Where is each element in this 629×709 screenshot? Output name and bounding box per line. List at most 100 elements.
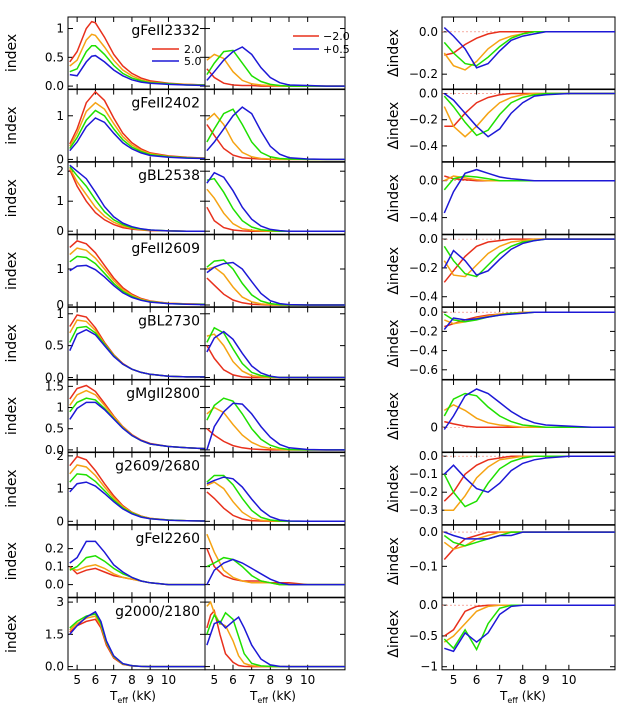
series-line-red xyxy=(69,566,205,586)
index-name: gFeII2609 xyxy=(131,241,200,257)
y-tick-label: 0.0 xyxy=(419,525,438,539)
y-axis-label: index xyxy=(4,324,20,362)
series-line-red xyxy=(206,491,345,523)
y-tick-label: −0.4 xyxy=(409,139,438,153)
series-line-orange xyxy=(206,112,345,161)
y-tick-label: 1.5 xyxy=(45,627,64,641)
series-line-blue xyxy=(443,92,615,138)
series-line-green xyxy=(443,392,615,429)
series-line-blue xyxy=(443,27,615,69)
y-tick-label: 0 xyxy=(56,514,64,528)
logg-panel: 0.0 0.5 1 gBL2730 xyxy=(45,307,206,384)
y-axis-label: index xyxy=(4,542,20,580)
index-name: gBL2538 xyxy=(138,168,200,184)
row-2: 0 1 gFeII2402 index 0.0 −0.2 −0.4 Δindex xyxy=(4,87,616,166)
feh-panel-frame xyxy=(204,452,346,526)
series-line-green xyxy=(206,611,345,668)
series-line-blue xyxy=(444,604,615,653)
y-axis-label: index xyxy=(4,34,20,72)
y-tick-label: −0.1 xyxy=(409,467,438,481)
logg-panel: 0.0 0.1 0.2 gFeI2260 xyxy=(45,524,206,598)
y-tick-label: 0.0 xyxy=(45,370,64,384)
y-tick-label: 0.2 xyxy=(45,542,64,556)
series-line-red xyxy=(443,604,615,637)
series-line-blue xyxy=(206,476,345,523)
feh-panel xyxy=(204,524,346,598)
x-tick-label: 10 xyxy=(300,673,315,687)
index-name: gFeII2402 xyxy=(131,96,200,112)
y-tick-label: 0 xyxy=(430,420,438,434)
delta-panel: 0.0 −0.1 −0.2 −0.3 xyxy=(409,449,616,526)
series-line-orange xyxy=(443,403,615,429)
series-line-red xyxy=(443,238,615,283)
feh-panel-frame xyxy=(204,161,346,235)
series-line-red xyxy=(206,345,345,379)
y-tick-label: 0 xyxy=(56,224,64,238)
delta-y-axis-label: Δindex xyxy=(386,174,402,222)
x-tick-label: 6 xyxy=(473,673,481,687)
legend-label-plus-0-5: +0.5 xyxy=(323,43,350,56)
y-axis-label: index xyxy=(4,106,20,144)
y-tick-label: 0.5 xyxy=(45,339,64,353)
y-tick-label: 0.0 xyxy=(419,174,438,188)
delta-panel-frame xyxy=(441,161,616,235)
delta-panel-frame xyxy=(441,524,616,598)
feh-panel xyxy=(204,234,346,308)
row-5: 0.0 0.5 1 gBL2730 index 0.0 −0.2 −0.4 −0.6 Δindex xyxy=(4,305,616,384)
series-line-orange xyxy=(69,564,205,586)
series-line-green xyxy=(206,177,345,232)
series-line-red xyxy=(206,609,345,668)
y-tick-label: 2 xyxy=(56,449,64,463)
delta-y-axis-label: Δindex xyxy=(386,319,402,367)
delta-panel-frame xyxy=(441,306,616,380)
y-tick-label: −1 xyxy=(420,660,438,674)
delta-panel-frame xyxy=(441,452,616,526)
delta-panel: 5 6 7 8 9 10 0.0 −0.5 −1 xyxy=(409,597,616,687)
x-tick-label: 7 xyxy=(496,673,504,687)
y-axis-label: index xyxy=(4,397,20,435)
y-tick-label: 0.0 xyxy=(419,87,438,101)
y-tick-label: −0.2 xyxy=(409,67,438,81)
delta-y-axis-label: Δindex xyxy=(386,247,402,295)
feh-panel-frame xyxy=(204,597,346,671)
row-8: 0.0 0.1 0.2 gFeI2260 index 0.0 −0.1 Δindex xyxy=(4,524,616,598)
y-axis-label: index xyxy=(4,179,20,217)
feh-panel-frame xyxy=(204,379,346,453)
row-7: 0 1 2 g2609/2680 index 0.0 −0.1 −0.2 −0.3 Δindex xyxy=(4,449,616,528)
index-name: gFeII2332 xyxy=(131,23,200,39)
y-tick-label: −0.4 xyxy=(409,290,438,304)
index-name: gFeI2260 xyxy=(135,531,200,547)
y-tick-label: 0.0 xyxy=(419,25,438,39)
y-tick-label: 0.5 xyxy=(45,50,64,64)
x-axis-label-col3: Teff (kK) xyxy=(499,689,546,705)
series-line-blue xyxy=(206,330,345,379)
x-tick-label: 9 xyxy=(542,673,550,687)
delta-panel: 0.0 −0.2 −0.4 −0.6 xyxy=(409,305,616,380)
series-line-blue xyxy=(443,168,615,214)
feh-panel-frame xyxy=(204,524,346,598)
y-tick-label: 0.0 xyxy=(45,660,64,674)
series-line-red xyxy=(206,206,345,232)
y-tick-label: 1 xyxy=(56,109,64,123)
y-tick-label: 1 xyxy=(56,22,64,36)
y-tick-label: −0.2 xyxy=(409,485,438,499)
series-line-green xyxy=(69,613,205,668)
series-line-red xyxy=(206,68,345,87)
y-tick-label: 3 xyxy=(56,595,64,609)
y-tick-label: −0.4 xyxy=(409,344,438,358)
delta-y-axis-label: Δindex xyxy=(386,29,402,77)
feh-panel xyxy=(204,16,346,90)
y-tick-label: −0.5 xyxy=(409,629,438,643)
delta-y-axis-label: Δindex xyxy=(386,537,402,585)
series-line-green xyxy=(69,397,206,450)
series-line-blue xyxy=(206,402,345,451)
series-line-blue xyxy=(69,117,206,160)
x-tick-label: 5 xyxy=(450,673,458,687)
y-axis-label: index xyxy=(4,252,20,290)
series-line-orange xyxy=(443,92,615,138)
x-tick-label: 10 xyxy=(161,673,176,687)
series-line-orange xyxy=(206,188,345,232)
delta-panel-frame xyxy=(441,597,616,671)
delta-y-axis-label: Δindex xyxy=(386,610,402,658)
